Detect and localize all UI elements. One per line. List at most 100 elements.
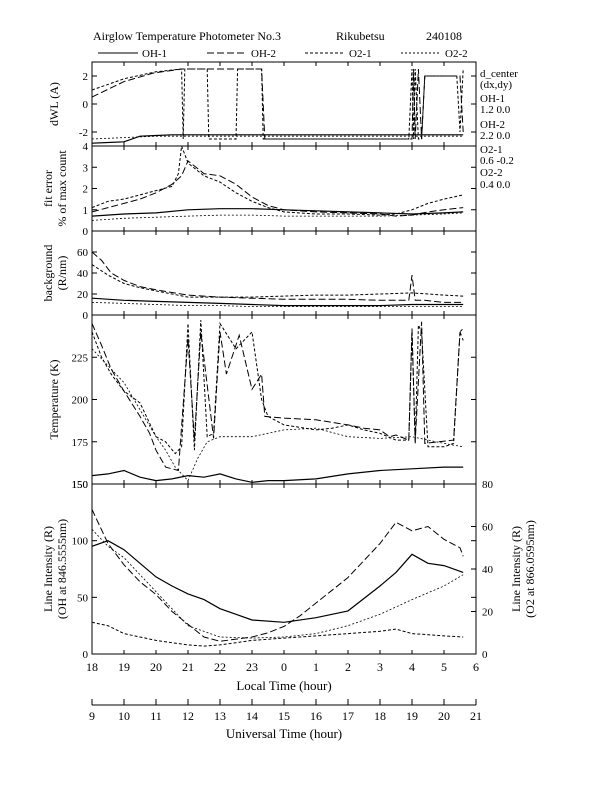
local-time-tick-label: 6 xyxy=(473,660,479,674)
series-temp-oh-2 xyxy=(92,321,464,472)
local-time-tick-label: 19 xyxy=(118,660,130,674)
universal-time-tick-label: 21 xyxy=(470,709,482,723)
local-time-tick-label: 0 xyxy=(281,660,287,674)
right-y-tick-label: 60 xyxy=(482,522,494,534)
local-time-tick-label: 4 xyxy=(409,660,415,674)
legend-label: OH-1 xyxy=(142,48,167,60)
right-y-tick-label: 40 xyxy=(482,564,494,576)
series-fiterr-o2-1 xyxy=(92,146,464,216)
series-intensity-o2-1 xyxy=(92,621,464,647)
local-time-tick-label: 20 xyxy=(150,660,162,674)
right-y-tick-label: 20 xyxy=(482,607,494,619)
local-time-tick-label: 21 xyxy=(182,660,194,674)
chart-header: Airglow Temperature Photometer No.3 Riku… xyxy=(93,29,462,43)
series-bg-oh-2 xyxy=(92,251,464,303)
universal-time-tick-label: 12 xyxy=(182,709,194,723)
universal-time-tick-label: 13 xyxy=(214,709,226,723)
right-y-tick-label: 0 xyxy=(482,649,488,661)
local-time-tick-label: 1 xyxy=(313,660,319,674)
y-tick-label: 20 xyxy=(77,289,89,301)
series-temp-o2-1 xyxy=(92,320,464,455)
universal-time-tick-label: 20 xyxy=(438,709,450,723)
panel-bg: 0 20 40 60 background (R/nm) xyxy=(41,230,477,322)
y-axis-label: Line Intensity (R) xyxy=(41,526,55,612)
y-axis-label: dWL (A) xyxy=(47,82,61,126)
series-intensity-oh-2 xyxy=(92,509,464,642)
d-center-value: 1.2 0.0 xyxy=(480,104,511,116)
legend-label: O2-2 xyxy=(445,48,468,60)
panel-frame xyxy=(91,145,477,232)
y-tick-label: 100 xyxy=(72,536,89,548)
series-temp-oh-1 xyxy=(92,466,464,483)
y-tick-label: 0 xyxy=(83,310,89,322)
y-tick-label: 175 xyxy=(72,437,89,449)
d-center-name: O2-2 xyxy=(480,167,503,179)
y-tick-label: 2 xyxy=(83,184,89,196)
local-time-tick-label: 23 xyxy=(246,660,258,674)
date-label: 240108 xyxy=(426,29,462,43)
local-time-tick-label: 3 xyxy=(377,660,383,674)
legend: OH-1 OH-2 O2-1 O2-2 xyxy=(98,48,468,60)
local-time-tick-label: 18 xyxy=(86,660,98,674)
d-center-value: 0.6 -0.2 xyxy=(480,155,514,167)
universal-time-tick-label: 19 xyxy=(406,709,418,723)
series-dwl-o2-1 xyxy=(92,68,464,140)
y-tick-label: -2 xyxy=(79,127,88,139)
local-time-axis-label: Local Time (hour) xyxy=(236,678,331,693)
universal-time-tick-label: 9 xyxy=(89,709,95,723)
panel-intensity: 0 50 100 150 Line Intensity (R) (OH at 846.55… xyxy=(41,479,537,661)
y-tick-label: 2 xyxy=(83,71,89,83)
d-center-name: OH-2 xyxy=(480,119,505,131)
chart-title: Airglow Temperature Photometer No.3 xyxy=(93,29,281,43)
panel-dwl: -2 0 2 dWL (A) xyxy=(47,61,477,147)
legend-label: O2-1 xyxy=(349,48,372,60)
d-center-value: 2.2 0.0 xyxy=(480,130,511,142)
series-temp-o2-2 xyxy=(92,348,464,482)
d-center-header: d_center xyxy=(480,68,518,80)
series-fiterr-oh-2 xyxy=(92,160,464,217)
universal-time-tick-label: 14 xyxy=(246,709,258,723)
local-time-tick-label: 22 xyxy=(214,660,226,674)
d-center-name: OH-1 xyxy=(480,93,505,105)
y-tick-label: 150 xyxy=(72,479,89,491)
series-bg-o2-1 xyxy=(92,264,464,298)
y-tick-label: 4 xyxy=(83,141,89,153)
d-center-sub: (dx,dy) xyxy=(480,79,512,91)
y-tick-label: 40 xyxy=(77,268,89,280)
panel-fiterr: 0 1 2 3 4 fit error% of max count xyxy=(41,141,477,238)
y-tick-label: 0 xyxy=(83,226,89,238)
y-axis-label: Temperature (K) xyxy=(47,359,61,439)
series-intensity-oh-1 xyxy=(92,540,464,623)
y-tick-label: 3 xyxy=(83,162,89,174)
legend-label: OH-2 xyxy=(251,48,276,60)
local-time-tick-label: 5 xyxy=(441,660,447,674)
y-axis-label-2: % of max count xyxy=(55,150,69,227)
y-axis-label-2: (R/nm) xyxy=(55,256,69,291)
universal-time-tick-label: 10 xyxy=(118,709,130,723)
d-center-info: d_center(dx,dy) OH-11.2 0.0 OH-22.2 0.0 O2-… xyxy=(480,68,518,191)
universal-time-tick-label: 15 xyxy=(278,709,290,723)
universal-time-tick-label: 18 xyxy=(374,709,386,723)
y-axis-label-2: (OH at 846.5555nm) xyxy=(55,519,69,619)
panel-frame xyxy=(91,230,477,316)
panel-temp: 150 175 200 225 Temperature (K) xyxy=(47,314,477,491)
y-tick-label: 200 xyxy=(72,395,89,407)
station-name: Rikubetsu xyxy=(336,29,385,43)
series-bg-o2-2 xyxy=(92,302,464,307)
d-center-name: O2-1 xyxy=(480,144,503,156)
series-dwl-oh-2 xyxy=(92,68,464,140)
y-axis-label: fit error xyxy=(41,170,55,207)
d-center-value: 0.4 0.0 xyxy=(480,179,511,191)
y-tick-label: 150 xyxy=(72,479,89,491)
panel-frame xyxy=(91,483,477,655)
y-tick-label: 225 xyxy=(72,352,89,364)
local-time-tick-label: 2 xyxy=(345,660,351,674)
right-y-axis-label-2: (O2 at 866.0595nm) xyxy=(523,520,537,618)
series-bg-oh-1 xyxy=(92,297,464,307)
y-tick-label: 1 xyxy=(83,205,89,217)
universal-time-tick-label: 17 xyxy=(342,709,354,723)
y-tick-label: 50 xyxy=(77,592,89,604)
